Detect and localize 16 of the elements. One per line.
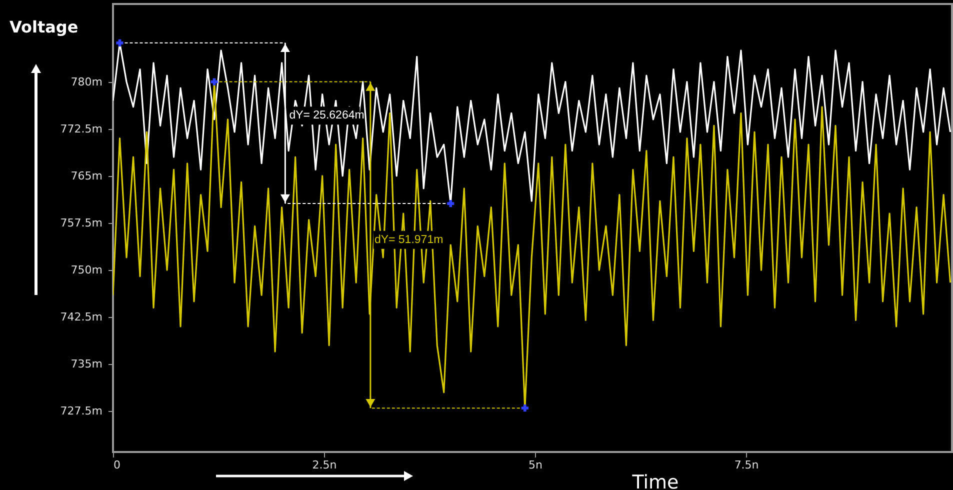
- y-tick-label: 735m: [70, 358, 102, 371]
- y-tick-label: 727.5m: [60, 404, 102, 418]
- y-tick-label: 772.5m: [60, 122, 102, 136]
- y-tick-label: 757.5m: [60, 216, 102, 230]
- x-axis-title: Time: [631, 472, 679, 490]
- x-tick-label: 0: [114, 458, 120, 472]
- y-tick-label: 780m: [70, 75, 102, 88]
- annotation: dY= 51.971m: [374, 234, 444, 246]
- y-tick-label: 750m: [70, 264, 102, 277]
- x-tick-label: 5n: [528, 458, 543, 472]
- y-tick-label: 765m: [70, 169, 102, 182]
- x-tick-label: 7.5n: [734, 458, 759, 472]
- y-tick-label: 742.5m: [60, 310, 102, 324]
- x-tick-label: 2.5n: [312, 458, 337, 472]
- y-axis-title: Voltage: [10, 18, 78, 36]
- annotation: dY= 25.6264m: [289, 110, 364, 122]
